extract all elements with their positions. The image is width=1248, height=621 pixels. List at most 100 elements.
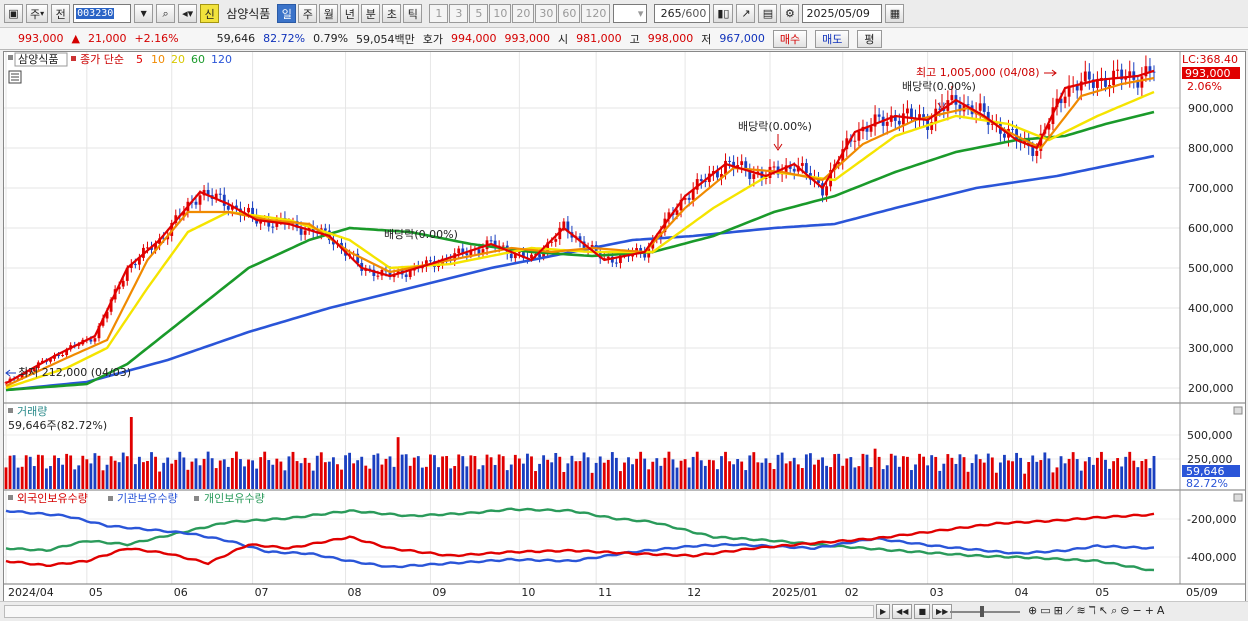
- candle-body: [170, 222, 174, 236]
- scroll-buttons: ▶ ◀◀ ■ ▶▶: [876, 604, 953, 619]
- interval-button[interactable]: 5: [469, 4, 489, 23]
- scroll-stop-icon[interactable]: ■: [914, 604, 931, 619]
- interval-button[interactable]: 3: [449, 4, 469, 23]
- calendar-icon[interactable]: ▦: [885, 4, 905, 23]
- current-price: 993,000: [18, 32, 64, 45]
- interval-button[interactable]: 10: [489, 4, 512, 23]
- compare-icon[interactable]: ⊞: [1053, 604, 1063, 617]
- ma20-legend: 20: [171, 53, 185, 66]
- volume-bar: [198, 465, 202, 489]
- search-icon[interactable]: ⌕: [156, 4, 176, 23]
- custom-interval-input[interactable]: ▾: [613, 4, 648, 23]
- speaker-icon[interactable]: ◂▾: [178, 4, 198, 23]
- ask-label: 호가: [422, 32, 444, 46]
- scroll-right-icon[interactable]: ▶: [876, 604, 891, 619]
- price-grid: [4, 52, 1180, 584]
- cursor-icon[interactable]: ↖: [1098, 604, 1109, 617]
- chart-area[interactable]: 삼양식품 종가 단순 5 10 20 60 120 LC:368.40 993,…: [3, 51, 1246, 603]
- volume-bar: [752, 452, 756, 489]
- interval-button[interactable]: 60: [558, 4, 581, 23]
- interval-button[interactable]: 1: [429, 4, 449, 23]
- zoom-out-icon[interactable]: ⊖: [1120, 604, 1130, 617]
- date-input[interactable]: 2025/05/09: [802, 4, 883, 23]
- font-size-icon[interactable]: A: [1156, 604, 1165, 617]
- volume-bar: [1043, 452, 1047, 489]
- volume-bar: [210, 458, 214, 489]
- bar-count-field[interactable]: 265/600: [654, 4, 711, 23]
- institution-holding-line: [5, 509, 1155, 569]
- volume-bar: [829, 467, 833, 489]
- candle-body: [214, 193, 218, 199]
- plus-icon[interactable]: +: [1144, 604, 1154, 617]
- drawing-tool-icon[interactable]: ↗: [736, 4, 756, 23]
- volume-bar: [986, 453, 990, 489]
- volume-bar: [364, 465, 368, 489]
- zoom-slider-thumb[interactable]: [980, 606, 984, 617]
- tab-period-tick[interactable]: 틱: [403, 4, 423, 23]
- scroll-track[interactable]: [4, 605, 874, 618]
- window-icon[interactable]: ▣: [4, 4, 23, 23]
- sell-button[interactable]: 매도: [815, 29, 850, 48]
- candle-body: [1091, 79, 1095, 88]
- ma60-line: [5, 110, 1155, 392]
- tab-period-second[interactable]: 초: [382, 4, 402, 23]
- volume-bar: [481, 465, 485, 489]
- ma10-line: [5, 76, 1155, 387]
- foreign-legend: 외국인보유수량: [17, 492, 88, 505]
- volume-bar: [881, 469, 885, 489]
- ma5-legend: 5: [136, 53, 143, 66]
- stock-code-input[interactable]: 003230: [73, 4, 132, 23]
- volume-bar: [655, 458, 659, 489]
- volume-bar: [998, 462, 1002, 489]
- candle-body: [1067, 85, 1071, 97]
- volume-bar: [954, 463, 958, 489]
- tab-period-week[interactable]: 주: [298, 4, 318, 23]
- volume-bar: [376, 453, 380, 489]
- candle-body: [683, 197, 687, 200]
- volume-bar: [299, 463, 303, 489]
- volume-bar: [1128, 451, 1132, 489]
- volume-bar: [16, 467, 20, 489]
- tab-period-year[interactable]: 년: [340, 4, 360, 23]
- volume-close-icon[interactable]: [1233, 406, 1243, 415]
- minus-icon[interactable]: −: [1132, 604, 1142, 617]
- prev-button[interactable]: 전: [51, 4, 71, 23]
- stock-chart[interactable]: 삼양식품 종가 단순 5 10 20 60 120 LC:368.40 993,…: [4, 52, 1245, 602]
- candle-body: [109, 299, 113, 312]
- candle-body: [764, 178, 768, 180]
- buy-button[interactable]: 매수: [772, 29, 808, 48]
- market-select[interactable]: 주 ▾: [26, 4, 49, 23]
- dropdown-icon[interactable]: ▼: [134, 4, 154, 23]
- tab-period-day[interactable]: 일: [277, 4, 297, 23]
- balance-button[interactable]: 평: [857, 29, 882, 48]
- interval-button[interactable]: 30: [535, 4, 558, 23]
- interval-button[interactable]: 120: [581, 4, 611, 23]
- last-price-tag-bg: [1182, 67, 1240, 79]
- interval-button[interactable]: 20: [512, 4, 535, 23]
- candle-body: [89, 339, 93, 342]
- credit-badge[interactable]: 신: [200, 4, 220, 23]
- volume-bar: [384, 458, 388, 489]
- chart-scrollbar[interactable]: ▶ ◀◀ ■ ▶▶ ⊕ ▭ ⊞ ⟋ ≋ ℸ ↖ ⌕ ⊖ − + A: [0, 601, 1248, 621]
- fib-tool-icon[interactable]: ≋: [1076, 604, 1086, 617]
- volume-bar: [190, 461, 194, 489]
- candle-body: [1075, 85, 1079, 91]
- scroll-first-icon[interactable]: ◀◀: [892, 604, 913, 619]
- text-tool-icon[interactable]: ℸ: [1088, 604, 1096, 617]
- layout-icon[interactable]: ▭: [1040, 604, 1051, 617]
- save-icon[interactable]: ▤: [758, 4, 778, 23]
- settings-icon[interactable]: ⚙: [780, 4, 800, 23]
- tab-period-minute[interactable]: 분: [361, 4, 381, 23]
- last-pct-tag: 2.06%: [1187, 80, 1222, 93]
- tab-period-month[interactable]: 월: [319, 4, 339, 23]
- ma10-legend: 10: [151, 53, 165, 66]
- volume-bar: [1027, 462, 1031, 489]
- line-tool-icon[interactable]: ⟋: [1065, 604, 1074, 617]
- zoom-in-icon[interactable]: ⌕: [1111, 604, 1118, 617]
- crosshair-icon[interactable]: ⊕: [1028, 604, 1038, 617]
- volume-bar: [1031, 455, 1035, 489]
- candle-type-icon[interactable]: ▮▯: [713, 4, 734, 23]
- zoom-slider[interactable]: [950, 611, 1020, 613]
- holding-close-icon[interactable]: [1233, 493, 1243, 502]
- volume-bar: [1083, 461, 1087, 489]
